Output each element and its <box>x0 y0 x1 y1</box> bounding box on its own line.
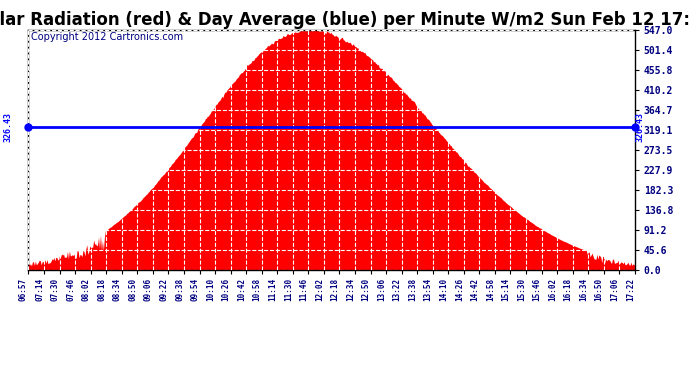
Text: 10:10: 10:10 <box>206 278 215 301</box>
Text: 07:30: 07:30 <box>50 278 59 301</box>
Text: 12:18: 12:18 <box>331 278 339 301</box>
Text: 326.43: 326.43 <box>3 112 12 142</box>
Text: 17:22: 17:22 <box>626 278 635 301</box>
Text: 17:06: 17:06 <box>610 278 619 301</box>
Text: 14:26: 14:26 <box>455 278 464 301</box>
Text: 13:06: 13:06 <box>377 278 386 301</box>
Text: 08:34: 08:34 <box>113 278 122 301</box>
Text: 12:02: 12:02 <box>315 278 324 301</box>
Text: 14:10: 14:10 <box>440 278 449 301</box>
Text: 326.43: 326.43 <box>635 112 644 142</box>
Text: 15:30: 15:30 <box>517 278 526 301</box>
Text: 16:02: 16:02 <box>548 278 557 301</box>
Text: 14:42: 14:42 <box>471 278 480 301</box>
Text: 08:50: 08:50 <box>128 278 137 301</box>
Text: 08:18: 08:18 <box>97 278 106 301</box>
Text: 10:58: 10:58 <box>253 278 262 301</box>
Text: 10:42: 10:42 <box>237 278 246 301</box>
Text: 15:14: 15:14 <box>502 278 511 301</box>
Text: 16:34: 16:34 <box>579 278 588 301</box>
Text: 14:58: 14:58 <box>486 278 495 301</box>
Text: 06:57: 06:57 <box>19 278 28 301</box>
Text: 10:26: 10:26 <box>221 278 230 301</box>
Text: 13:22: 13:22 <box>393 278 402 301</box>
Text: 07:14: 07:14 <box>35 278 44 301</box>
Text: 16:18: 16:18 <box>564 278 573 301</box>
Text: 16:50: 16:50 <box>595 278 604 301</box>
Text: 09:54: 09:54 <box>190 278 199 301</box>
Text: 12:34: 12:34 <box>346 278 355 301</box>
Text: 09:38: 09:38 <box>175 278 184 301</box>
Text: Solar Radiation (red) & Day Average (blue) per Minute W/m2 Sun Feb 12 17:24: Solar Radiation (red) & Day Average (blu… <box>0 11 690 29</box>
Text: 15:46: 15:46 <box>533 278 542 301</box>
Text: Copyright 2012 Cartronics.com: Copyright 2012 Cartronics.com <box>30 32 183 42</box>
Text: 09:22: 09:22 <box>159 278 168 301</box>
Text: 12:50: 12:50 <box>362 278 371 301</box>
Text: 11:30: 11:30 <box>284 278 293 301</box>
Text: 07:46: 07:46 <box>66 278 75 301</box>
Text: 11:46: 11:46 <box>299 278 308 301</box>
Text: 13:54: 13:54 <box>424 278 433 301</box>
Text: 13:38: 13:38 <box>408 278 417 301</box>
Text: 09:06: 09:06 <box>144 278 153 301</box>
Text: 08:02: 08:02 <box>81 278 91 301</box>
Text: 11:14: 11:14 <box>268 278 277 301</box>
